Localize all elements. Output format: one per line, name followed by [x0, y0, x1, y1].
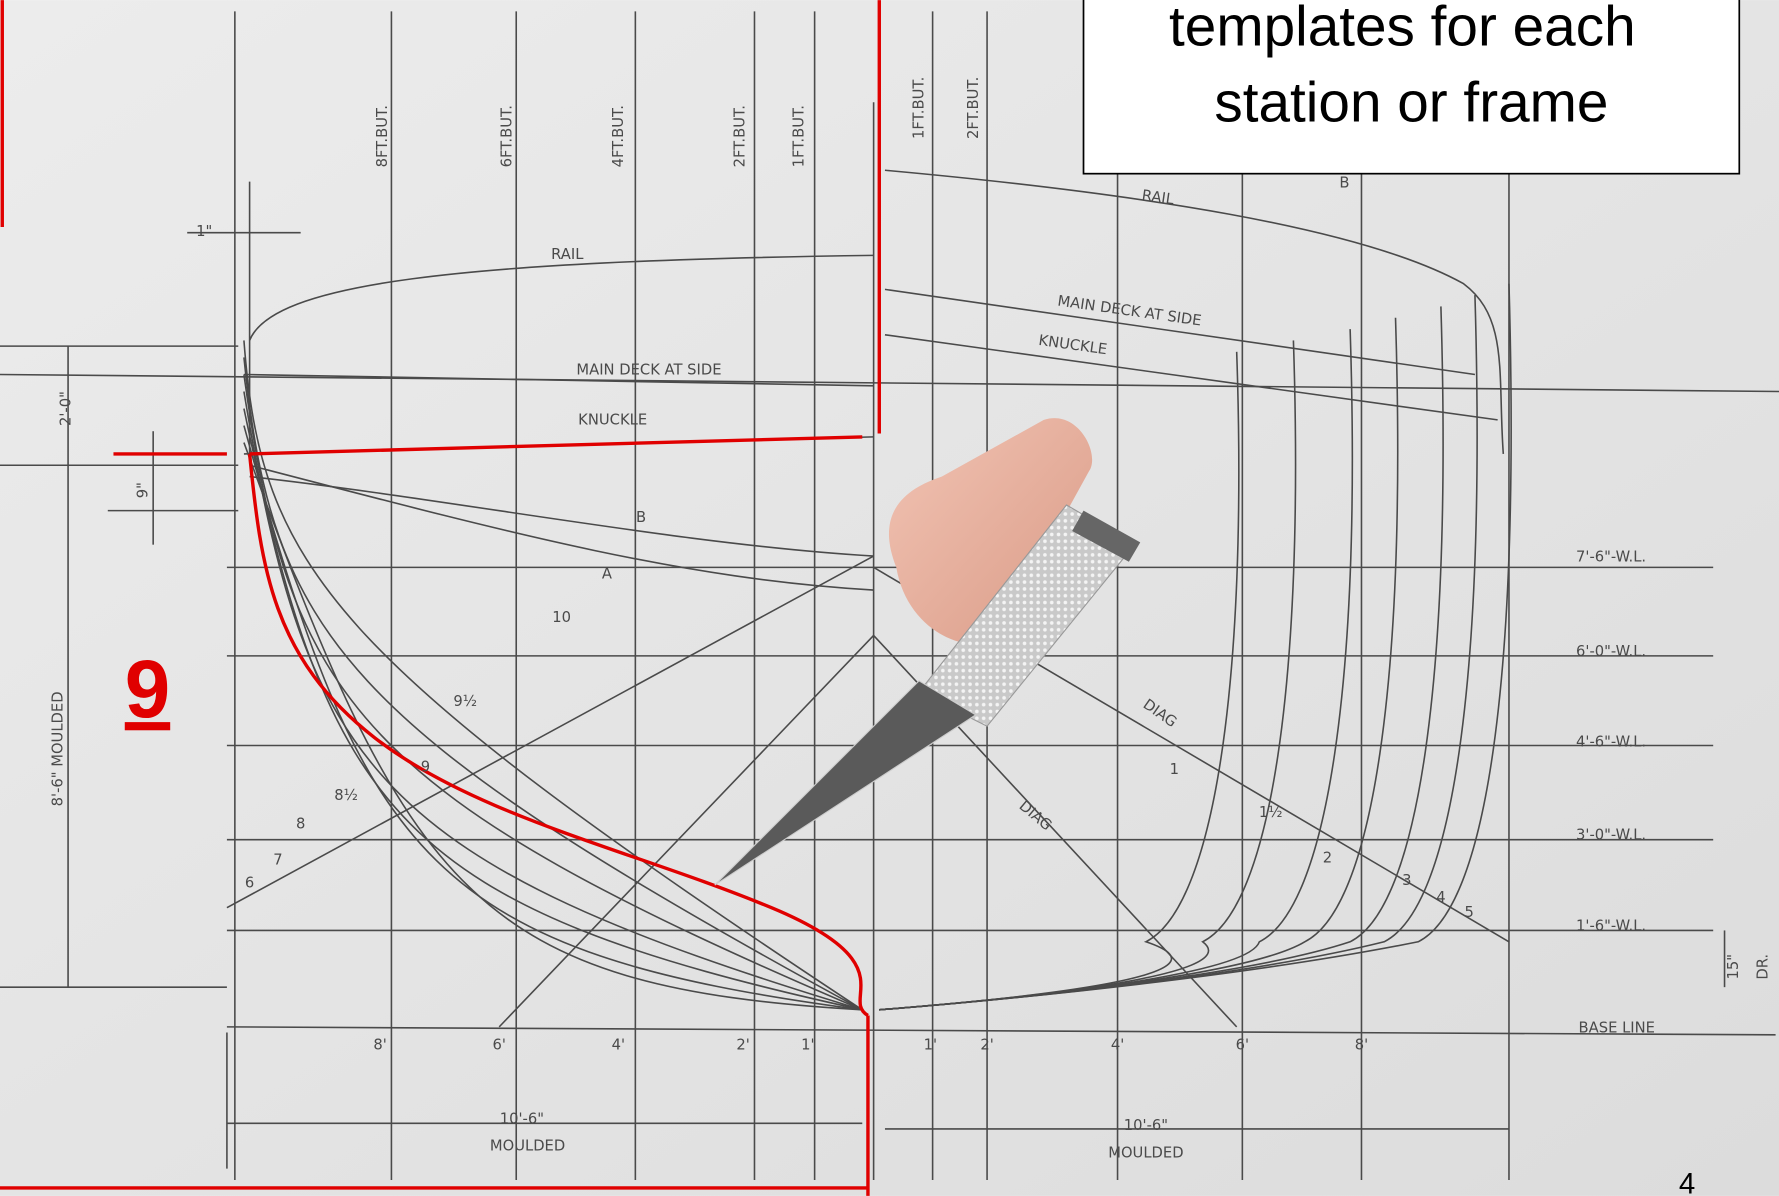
- drawing-label: 6'-0"-W.L.: [1576, 643, 1646, 660]
- drawing-label: 2'-0": [57, 391, 74, 426]
- drawing-label: 7'-6"-W.L.: [1576, 549, 1646, 566]
- drawing-label: B: [636, 509, 646, 526]
- drawing-label: 7: [273, 852, 282, 869]
- drawing-label: 1FT.BUT.: [790, 105, 807, 167]
- drawing-label: 4FT.BUT.: [610, 105, 627, 167]
- drawing-label: 2FT.BUT.: [965, 77, 982, 139]
- drawing-label: 8½: [334, 787, 358, 804]
- drawing-label: 10'-6": [500, 1110, 544, 1127]
- drawing-label: 9½: [453, 693, 477, 710]
- drawing-label: 1': [801, 1037, 814, 1054]
- drawing-label: RAIL: [551, 246, 584, 263]
- drawing-label: 9": [134, 482, 151, 498]
- drawing-label: 3: [1402, 872, 1411, 889]
- drawing-label: 15": [1725, 954, 1742, 980]
- drawing-label: A: [602, 566, 612, 583]
- drawing-label: 4: [1436, 889, 1445, 906]
- drawing-label: 6': [1236, 1037, 1249, 1054]
- drawing-label: KNUCKLE: [578, 411, 647, 428]
- page: 8FT.BUT. 6FT.BUT. 4FT.BUT. 2FT.BUT. 1FT.BUT.…: [0, 0, 1779, 1196]
- drawing-label: 8'-6" MOULDED: [49, 691, 66, 806]
- slide: 8FT.BUT. 6FT.BUT. 4FT.BUT. 2FT.BUT. 1FT.BUT.…: [0, 0, 1779, 1196]
- drawing-label: B: [1339, 174, 1349, 191]
- drawing-label: 6FT.BUT.: [499, 105, 516, 167]
- drawing-label: 2: [1323, 849, 1332, 866]
- drawing-label: 1': [924, 1037, 937, 1054]
- drawing-label: 4': [612, 1037, 625, 1054]
- drawing-label: 10'-6": [1124, 1117, 1168, 1134]
- drawing-label: 5: [1465, 904, 1474, 921]
- callout-line: station or frame: [1214, 71, 1608, 134]
- drawing-label: 8': [1355, 1037, 1368, 1054]
- drawing-label: DR.: [1755, 954, 1772, 980]
- drawing-label: 4'-6"-W.L.: [1576, 734, 1646, 751]
- drawing-label: 6: [245, 874, 254, 891]
- drawing-label: 6': [492, 1037, 505, 1054]
- drawing-label: MOULDED: [490, 1138, 565, 1155]
- drawing-label: 2': [736, 1037, 749, 1054]
- page-number: 4: [1679, 1168, 1695, 1196]
- drawing-label: 1FT.BUT.: [911, 77, 928, 139]
- drawing-label: 2FT.BUT.: [731, 105, 748, 167]
- drawing-label: MAIN DECK AT SIDE: [576, 361, 721, 378]
- drawing-label: 1: [1170, 761, 1179, 778]
- drawing-background: [0, 0, 1779, 1196]
- drawing-label: 4': [1111, 1037, 1124, 1054]
- drawing-label: 2': [980, 1037, 993, 1054]
- drawing-label: 10: [552, 609, 571, 626]
- drawing-label: 9: [421, 759, 430, 776]
- drawing-label: BASE LINE: [1579, 1020, 1655, 1037]
- drawing-label: 3'-0"-W.L.: [1576, 827, 1646, 844]
- drawing-label: 1'-6"-W.L.: [1576, 917, 1646, 934]
- drawing-label: 1½: [1259, 804, 1283, 821]
- drawing-label: MOULDED: [1108, 1144, 1183, 1161]
- drawing-label: 8: [296, 815, 305, 832]
- callout-line: templates for each: [1169, 0, 1636, 58]
- drawing-label: 8': [373, 1037, 386, 1054]
- drawing-label: 8FT.BUT.: [374, 105, 391, 167]
- station-label: 9: [125, 644, 170, 735]
- drawing-label: 1": [196, 223, 212, 240]
